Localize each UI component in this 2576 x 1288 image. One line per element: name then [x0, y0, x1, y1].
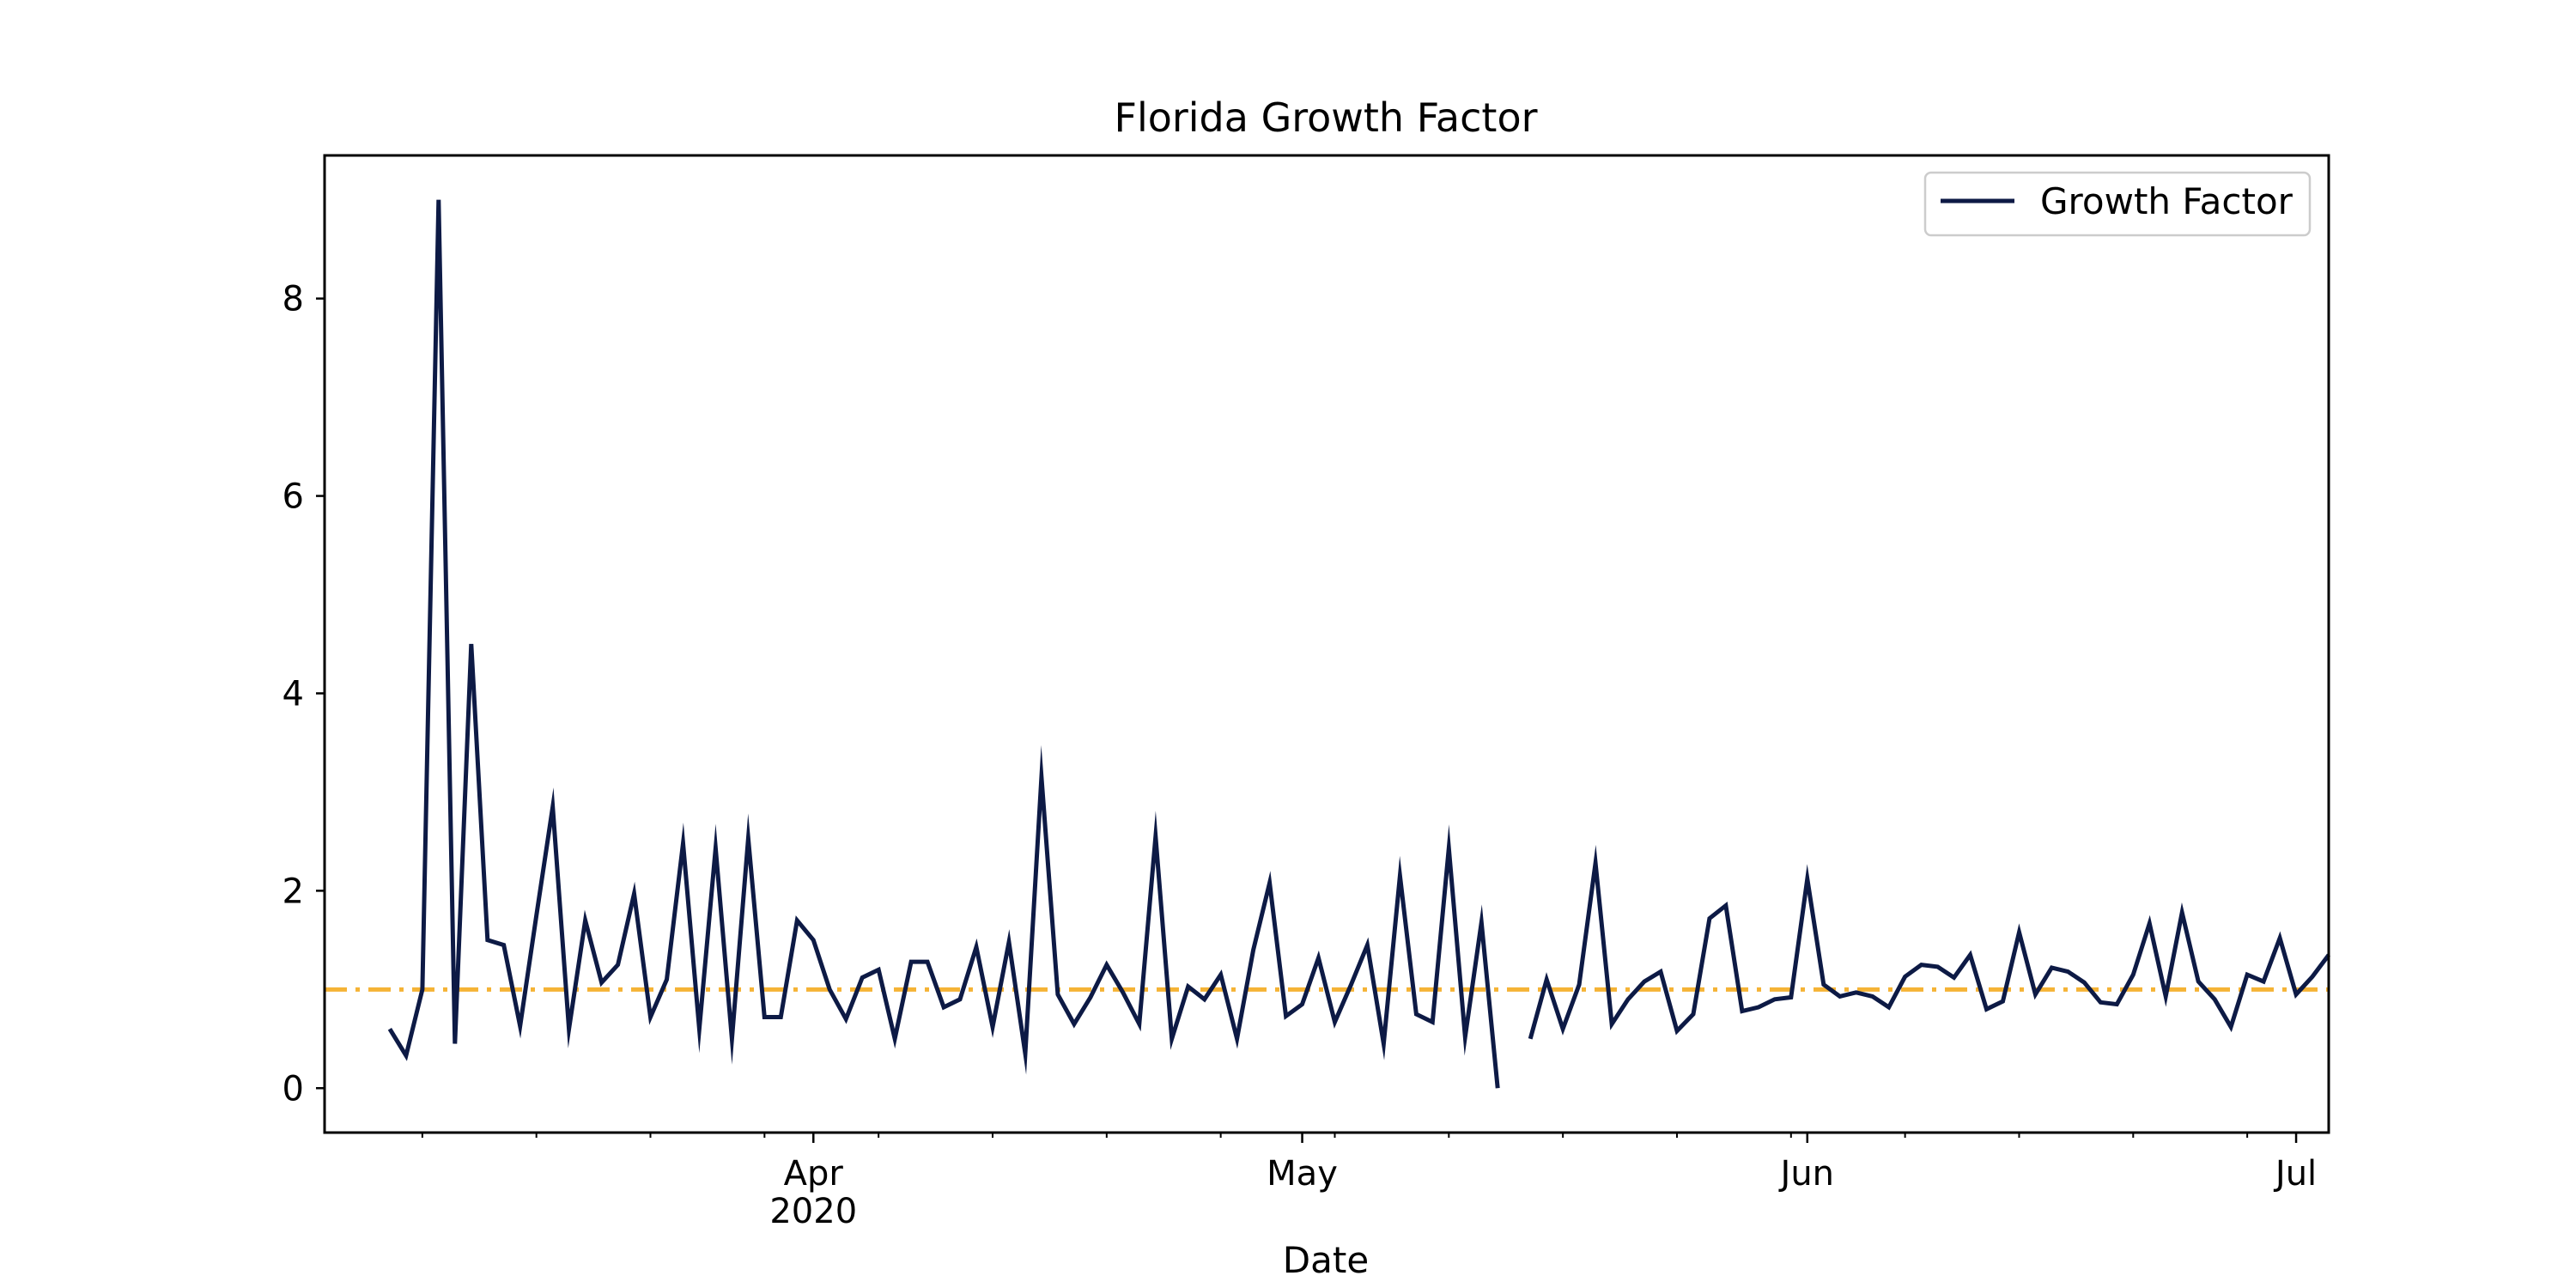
- x-axis-label: Date: [1283, 1239, 1369, 1281]
- growth-factor-line: [1528, 844, 2330, 1040]
- growth-factor-line: [387, 199, 1500, 1089]
- x-tick-label: Jul: [2273, 1154, 2317, 1194]
- x-tick-label: Apr: [784, 1154, 844, 1194]
- chart-title: Florida Growth Factor: [1114, 94, 1537, 141]
- y-tick-label: 0: [283, 1069, 304, 1109]
- x-tick-sublabel: 2020: [769, 1192, 857, 1231]
- y-tick-label: 8: [283, 280, 304, 319]
- x-tick-label: May: [1267, 1154, 1338, 1194]
- y-tick-label: 6: [283, 477, 304, 517]
- y-tick-label: 4: [283, 674, 304, 714]
- x-tick-label: Jun: [1778, 1154, 1835, 1194]
- legend-box: [1923, 171, 2312, 237]
- plot-frame: [323, 154, 2330, 1134]
- legend: Growth Factor: [1923, 171, 2312, 237]
- legend-label: Growth Factor: [2040, 180, 2293, 222]
- y-tick-label: 2: [283, 872, 304, 911]
